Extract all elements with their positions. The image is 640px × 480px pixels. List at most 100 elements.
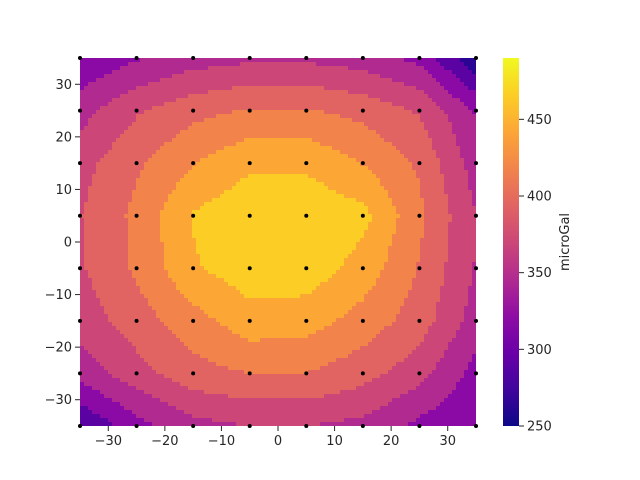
contour-cell <box>80 422 113 426</box>
contour-cell <box>316 178 381 183</box>
contour-cell <box>160 218 193 223</box>
contour-cell <box>132 122 193 127</box>
y-axis: −30 −20 −10 0 10 20 30 <box>45 78 80 408</box>
contour-cell <box>84 258 129 263</box>
contour-cell <box>448 114 476 119</box>
contour-cell <box>420 258 449 263</box>
contour-cell <box>136 118 205 123</box>
contour-cell <box>364 294 409 299</box>
contour-cell <box>420 186 445 191</box>
contour-cell <box>388 194 421 199</box>
station-point <box>474 213 478 218</box>
contour-cell <box>424 122 453 127</box>
contour-cell <box>388 254 421 259</box>
contour-cell <box>320 282 377 287</box>
contour-cell <box>364 202 393 207</box>
contour-cell <box>472 202 476 207</box>
station-point <box>247 161 252 166</box>
contour-cell <box>416 418 476 423</box>
contour-cell <box>388 402 441 407</box>
contour-cell <box>464 102 476 107</box>
contour-cell <box>164 266 205 271</box>
contour-cell <box>172 330 233 335</box>
contour-cell <box>80 390 101 395</box>
contour-cell <box>196 242 357 247</box>
contour-cell <box>204 118 353 123</box>
contour-cell <box>228 366 321 371</box>
contour-cell <box>388 190 421 195</box>
contour-cell <box>80 202 85 207</box>
contour-cell <box>128 258 165 263</box>
contour-cell <box>124 130 181 135</box>
contour-cell <box>148 158 201 163</box>
contour-cell <box>420 246 449 251</box>
contour-cell <box>396 222 425 227</box>
contour-cell <box>232 186 329 191</box>
y-tick-label: −30 <box>45 393 72 408</box>
contour-cell <box>396 230 425 235</box>
contour-cell <box>396 314 437 319</box>
contour-cell <box>180 178 241 183</box>
contour-cell <box>464 370 476 375</box>
contour-cell <box>80 138 117 143</box>
contour-cell <box>80 234 85 239</box>
contour-cell <box>92 386 137 391</box>
contour-cell <box>400 310 437 315</box>
contour-cell <box>84 206 129 211</box>
contour-cell <box>176 186 233 191</box>
contour-cell <box>464 314 476 319</box>
contour-cell <box>116 326 169 331</box>
contour-cell <box>180 382 365 387</box>
contour-cell <box>196 162 361 167</box>
contour-cell <box>240 290 313 295</box>
contour-cell <box>400 214 425 219</box>
contour-cell <box>392 242 421 247</box>
contour-cell <box>84 346 137 351</box>
contour-cell <box>440 294 469 299</box>
contour-cell <box>424 234 449 239</box>
contour-cell <box>352 306 401 311</box>
contour-cell <box>180 290 241 295</box>
contour-cell <box>80 250 85 255</box>
station-point <box>360 108 365 113</box>
contour-cell <box>300 294 365 299</box>
contour-cell <box>164 246 197 251</box>
contour-cell <box>188 94 369 99</box>
contour-cell <box>80 134 121 139</box>
station-point <box>304 371 309 376</box>
contour-cell <box>104 154 153 159</box>
contour-cell <box>80 302 101 307</box>
contour-cell <box>128 238 161 243</box>
station-point <box>417 266 422 271</box>
contour-cell <box>136 114 217 119</box>
contour-cell <box>136 350 193 355</box>
contour-cell <box>444 262 473 267</box>
station-point <box>417 108 422 113</box>
contour-cell <box>92 174 141 179</box>
contour-cell <box>392 142 433 147</box>
contour-cell <box>176 134 381 139</box>
contour-cell <box>80 274 89 279</box>
station-point <box>417 213 422 218</box>
contour-cell <box>176 286 237 291</box>
contour-cell <box>244 370 309 375</box>
contour-cell <box>408 294 441 299</box>
station-point <box>134 213 139 218</box>
contour-cell <box>380 134 429 139</box>
contour-cell <box>368 342 421 347</box>
contour-cell <box>240 62 317 67</box>
contour-cell <box>80 306 105 311</box>
contour-cell <box>160 214 193 219</box>
contour-cell <box>344 314 397 319</box>
contour-cell <box>372 410 429 415</box>
contour-cell <box>372 170 417 175</box>
contour-cell <box>192 414 365 419</box>
contour-cell <box>452 122 476 127</box>
contour-cell <box>80 290 97 295</box>
contour-cell <box>424 218 453 223</box>
contour-cell <box>468 86 476 91</box>
contour-cell <box>80 146 113 151</box>
contour-cell <box>80 218 85 223</box>
contour-cell <box>80 174 93 179</box>
contour-cell <box>80 294 97 299</box>
